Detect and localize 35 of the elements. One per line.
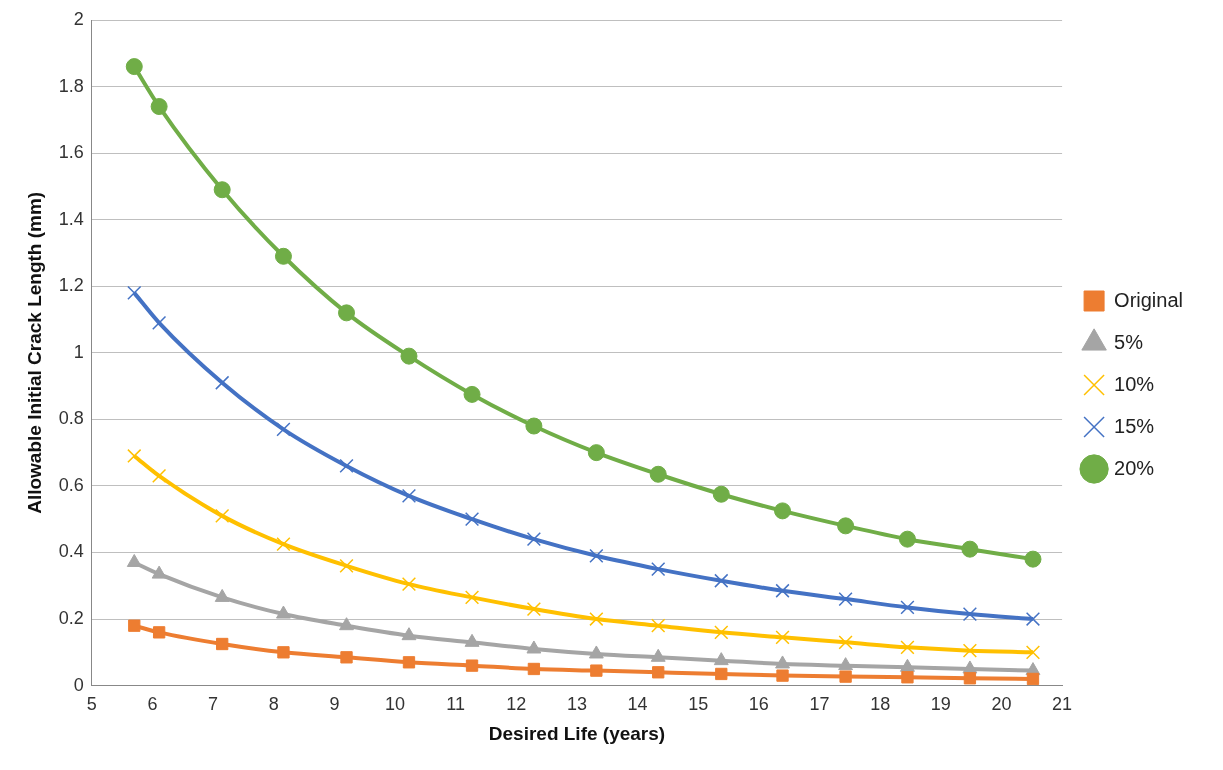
x-tick-label: 19: [930, 694, 951, 715]
x-tick-label: 17: [809, 694, 830, 715]
x-tick-label: 9: [329, 694, 340, 715]
x-tick-label: 7: [208, 694, 219, 715]
x-tick-label: 15: [688, 694, 709, 715]
y-tick-label: 0.8: [58, 408, 84, 429]
y-axis-title: Allowable Initial Crack Length (mm): [23, 191, 45, 514]
legend-label: 20%: [1114, 456, 1155, 479]
x-tick-label: 12: [506, 694, 527, 715]
x-tick-label: 13: [566, 694, 587, 715]
x-tick-label: 6: [147, 694, 158, 715]
x-tick-label: 14: [627, 694, 648, 715]
y-tick-label: 0.4: [58, 541, 84, 562]
y-tick-label: 1.4: [58, 208, 84, 229]
y-tick-label: 1.2: [58, 275, 84, 296]
x-tick-label: 21: [1052, 694, 1073, 715]
x-tick-label: 16: [748, 694, 769, 715]
y-tick-label: 2: [73, 8, 84, 29]
y-tick-label: 1.8: [58, 75, 84, 96]
y-tick-label: 1.6: [58, 142, 84, 163]
x-tick-label: 5: [86, 694, 97, 715]
legend-label: 10%: [1114, 372, 1155, 395]
x-tick-label: 11: [446, 694, 466, 715]
y-tick-label: 0: [73, 674, 84, 695]
y-tick-label: 1: [73, 341, 84, 362]
x-tick-label: 8: [268, 694, 279, 715]
legend-label: Original: [1114, 288, 1184, 311]
x-tick-label: 10: [385, 694, 406, 715]
y-tick-label: 0.6: [58, 474, 84, 495]
x-axis-title: Desired Life (years): [488, 722, 666, 744]
y-tick-label: 0.2: [58, 608, 84, 629]
x-tick-label: 20: [991, 694, 1012, 715]
legend-label: 15%: [1114, 414, 1155, 437]
legend-label: 5%: [1114, 330, 1144, 353]
x-tick-label: 18: [870, 694, 891, 715]
